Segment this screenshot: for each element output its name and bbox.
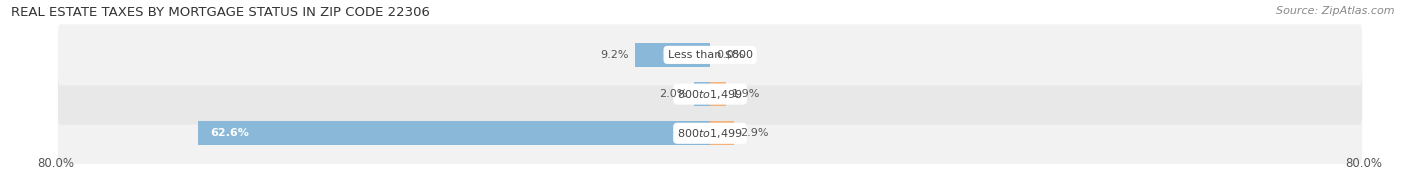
Bar (198, 121, 710, 145)
Text: 0.0%: 0.0% (717, 50, 745, 60)
FancyBboxPatch shape (58, 103, 1362, 164)
Text: 62.6%: 62.6% (211, 128, 250, 138)
Text: Source: ZipAtlas.com: Source: ZipAtlas.com (1277, 6, 1395, 16)
FancyBboxPatch shape (58, 64, 1362, 125)
Text: $800 to $1,499: $800 to $1,499 (678, 127, 742, 140)
Text: 9.2%: 9.2% (600, 50, 628, 60)
Text: 2.0%: 2.0% (659, 89, 688, 99)
Text: Less than $800: Less than $800 (668, 50, 752, 60)
Text: 2.9%: 2.9% (741, 128, 769, 138)
Text: REAL ESTATE TAXES BY MORTGAGE STATUS IN ZIP CODE 22306: REAL ESTATE TAXES BY MORTGAGE STATUS IN … (11, 6, 430, 19)
Bar (710, 121, 734, 145)
Bar (636, 43, 710, 67)
FancyBboxPatch shape (58, 24, 1362, 85)
Bar (693, 82, 710, 106)
Text: 1.9%: 1.9% (733, 89, 761, 99)
Bar (710, 82, 725, 106)
Text: $800 to $1,499: $800 to $1,499 (678, 88, 742, 101)
